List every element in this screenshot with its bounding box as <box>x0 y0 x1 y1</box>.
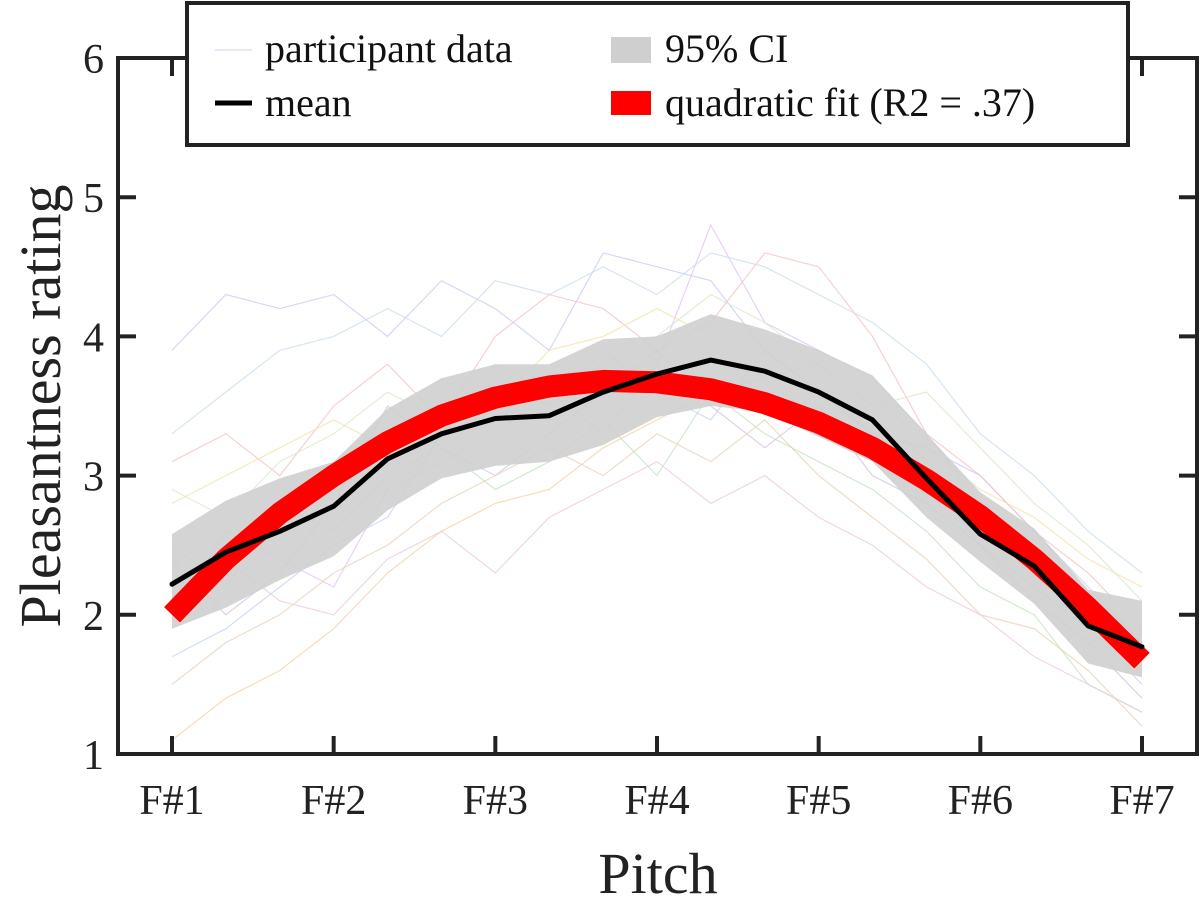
participant-line-10 <box>171 252 1143 574</box>
legend: participant data 95% CI mean quadratic f… <box>185 1 1130 147</box>
y-tick-label-1: 1 <box>83 733 104 779</box>
quadratic-fit-line <box>164 369 1150 669</box>
y-tick-label-3: 3 <box>83 455 104 501</box>
legend-fit-swatch <box>611 91 651 115</box>
y-tick-label-6: 6 <box>83 37 104 83</box>
legend-participant-label: participant data <box>265 26 513 71</box>
legend-ci-label: 95% CI <box>665 26 788 71</box>
x-tick-label-6: F#6 <box>948 778 1013 824</box>
participant-line-1 <box>171 252 1143 644</box>
y-tick-label-5: 5 <box>83 176 104 222</box>
x-axis-label: Pitch <box>598 841 717 899</box>
x-tick-label-1: F#1 <box>139 778 204 824</box>
ci-band <box>172 314 1142 678</box>
y-axis-label: Pleasantness rating <box>8 185 73 628</box>
legend-ci-swatch <box>611 37 651 63</box>
y-ticks: 1 2 3 4 5 6 <box>83 37 1197 779</box>
participant-line-7 <box>171 307 1143 588</box>
legend-mean-label: mean <box>265 80 352 125</box>
x-tick-label-7: F#7 <box>1109 778 1174 824</box>
y-tick-label-4: 4 <box>83 315 104 361</box>
x-ticks: F#1 F#2 F#3 F#4 F#5 F#6 F#7 <box>139 58 1175 824</box>
x-tick-label-3: F#3 <box>463 778 528 824</box>
x-tick-label-2: F#2 <box>301 778 366 824</box>
mean-line <box>169 357 1145 650</box>
legend-fit-label: quadratic fit (R2 = .37) <box>665 80 1035 125</box>
x-tick-label-4: F#4 <box>624 778 689 824</box>
participant-line-11 <box>171 460 1143 713</box>
x-tick-label-5: F#5 <box>786 778 851 824</box>
legend-box <box>185 1 1130 147</box>
y-tick-label-2: 2 <box>83 594 104 640</box>
